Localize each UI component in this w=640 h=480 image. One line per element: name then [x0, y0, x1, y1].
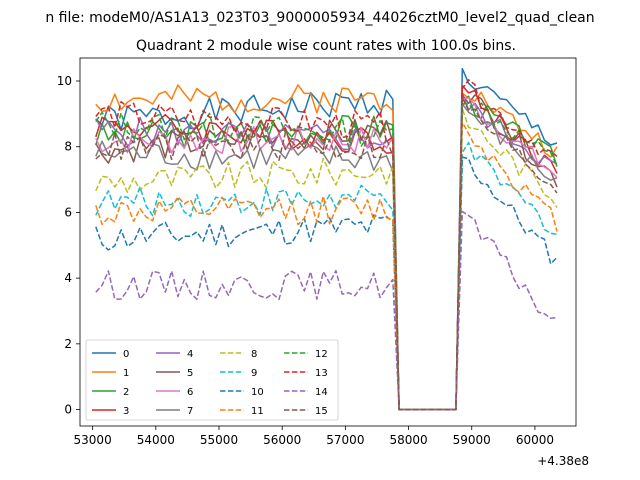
plot-frame [79, 57, 577, 427]
x-tick-label: 57000 [326, 433, 364, 447]
axis-ticks: 53000 54000 55000 56000 57000 58000 59000 60000… [57, 74, 554, 447]
x-tick-label: 59000 [453, 433, 491, 447]
legend-label-7: 7 [187, 406, 193, 417]
legend-label-0: 0 [123, 349, 129, 360]
legend-label-2: 2 [123, 387, 129, 398]
series-line-14 [95, 210, 558, 411]
legend-label-3: 3 [123, 406, 129, 417]
y-tick-label: 8 [64, 140, 72, 154]
series-line-7 [95, 103, 558, 411]
x-tick-label: 60000 [516, 433, 554, 447]
series-line-15 [95, 97, 558, 411]
legend-label-15: 15 [315, 406, 328, 417]
legend-label-8: 8 [251, 349, 257, 360]
series-line-4 [95, 92, 558, 411]
y-tick-label: 4 [64, 271, 72, 285]
x-offset-label: +4.38e8 [537, 454, 589, 468]
legend-label-1: 1 [123, 368, 129, 379]
y-tick-label: 2 [64, 337, 72, 351]
legend-label-4: 4 [187, 349, 193, 360]
series-line-1 [95, 84, 558, 411]
x-tick-label: 53000 [74, 433, 112, 447]
x-tick-label: 58000 [389, 433, 427, 447]
legend-label-11: 11 [251, 406, 264, 417]
series-line-8 [95, 107, 558, 411]
series-line-9 [95, 141, 558, 411]
plot-lines [95, 67, 558, 411]
legend-box [85, 339, 339, 421]
legend-label-10: 10 [251, 387, 264, 398]
legend-label-13: 13 [315, 368, 328, 379]
series-line-10 [95, 156, 558, 411]
series-line-13 [95, 79, 558, 411]
y-tick-label: 6 [64, 205, 72, 219]
series-line-5 [95, 94, 558, 411]
y-tick-label: 0 [64, 403, 72, 417]
x-tick-label: 55000 [200, 433, 238, 447]
legend-label-14: 14 [315, 387, 328, 398]
y-tick-label: 10 [57, 74, 72, 88]
legend-label-6: 6 [187, 387, 193, 398]
figure-suptitle: n file: modeM0/AS1A13_023T03_9000005934_… [45, 10, 594, 26]
legend-label-12: 12 [315, 349, 328, 360]
series-line-11 [95, 121, 558, 411]
x-tick-label: 56000 [263, 433, 301, 447]
series-line-0 [95, 67, 558, 411]
chart-title: Quadrant 2 module wise count rates with … [136, 38, 516, 54]
legend-label-9: 9 [251, 368, 257, 379]
legend-label-5: 5 [187, 368, 193, 379]
x-tick-label: 54000 [137, 433, 175, 447]
